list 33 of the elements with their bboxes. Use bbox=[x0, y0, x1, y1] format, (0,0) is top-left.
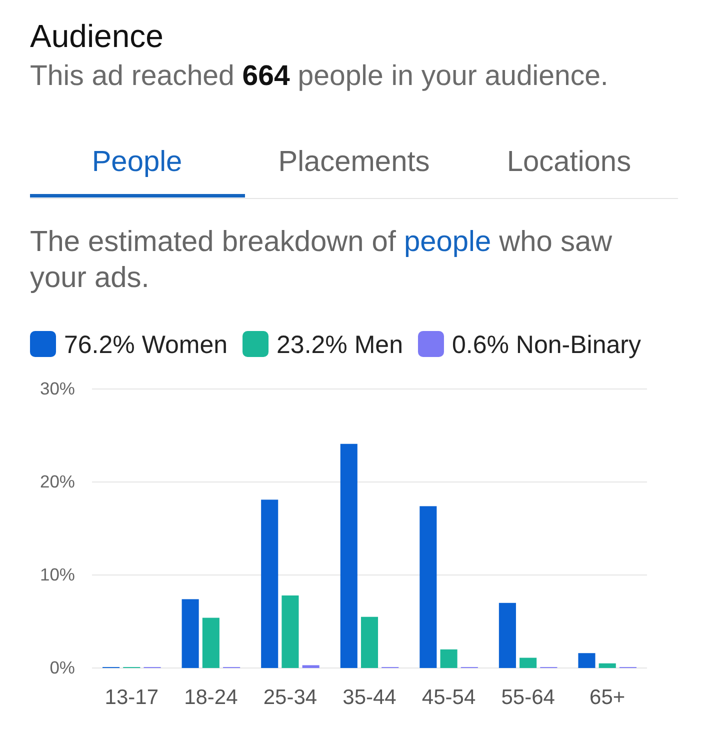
x-tick-label: 55-64 bbox=[501, 686, 556, 709]
bar bbox=[360, 616, 378, 668]
chart-title: Audience bbox=[30, 18, 164, 54]
x-tick-label: 35-44 bbox=[342, 686, 397, 709]
bar bbox=[302, 665, 320, 668]
bar bbox=[598, 663, 616, 668]
x-tick-label: 13-17 bbox=[104, 686, 158, 709]
bar bbox=[202, 618, 220, 668]
y-tick-label: 0% bbox=[50, 658, 75, 678]
x-tick-label: 65+ bbox=[590, 686, 626, 709]
bar bbox=[282, 595, 299, 668]
y-tick-label: 30% bbox=[40, 378, 75, 399]
text: People bbox=[92, 146, 182, 178]
bar bbox=[420, 506, 437, 668]
bar bbox=[182, 599, 199, 668]
bar bbox=[440, 649, 458, 668]
y-tick-label: 10% bbox=[40, 564, 75, 585]
bar bbox=[520, 658, 537, 668]
legend-label: 23.2% Men bbox=[276, 331, 403, 359]
text: Placements bbox=[278, 146, 430, 178]
x-tick-label: 25-34 bbox=[263, 686, 318, 709]
x-tick-label: 45-54 bbox=[422, 686, 476, 709]
bar bbox=[578, 653, 596, 668]
bar bbox=[261, 500, 278, 668]
text: The estimated breakdown of people who saw your ads. bbox=[30, 226, 612, 294]
bar bbox=[498, 602, 516, 668]
text: Locations bbox=[506, 146, 632, 178]
bar bbox=[340, 444, 358, 668]
x-tick-label: 18-24 bbox=[184, 686, 238, 709]
chart-subtitle: This ad reached 664 people in your audience. bbox=[30, 60, 608, 92]
y-tick-label: 20% bbox=[40, 472, 75, 492]
legend-label: 0.6% Non-Binary bbox=[452, 331, 642, 359]
legend-label: 76.2% Women bbox=[64, 331, 228, 359]
